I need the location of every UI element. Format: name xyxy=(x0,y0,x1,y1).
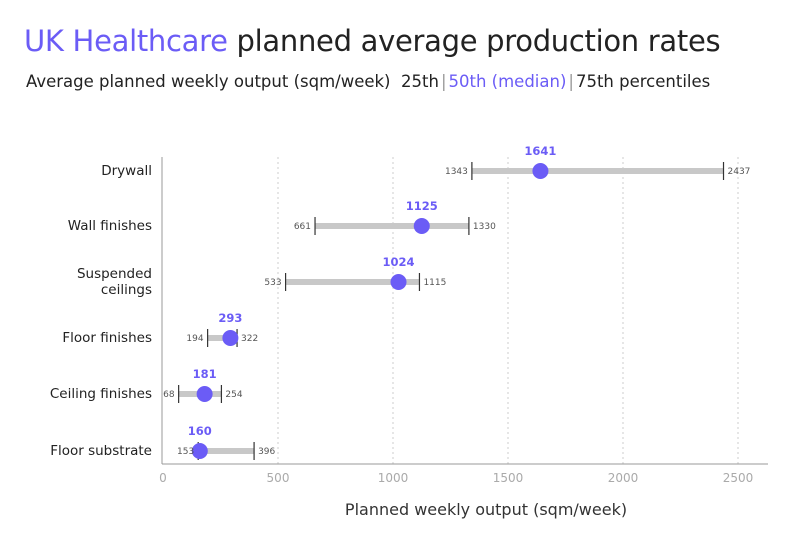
p75-value-label: 1115 xyxy=(423,278,446,288)
p25-value-label: 153 xyxy=(177,447,194,457)
median-dot xyxy=(196,386,213,402)
category-label: Suspended ceilings xyxy=(77,266,152,298)
x-tick-label: 2000 xyxy=(608,471,639,485)
chart-title-rest: planned average production rates xyxy=(227,24,721,58)
category-label: Drywall xyxy=(101,163,152,179)
x-tick-label: 500 xyxy=(267,471,290,485)
x-tick-label: 1500 xyxy=(493,471,524,485)
p75-value-label: 254 xyxy=(225,390,242,400)
p75-value-label: 2437 xyxy=(728,167,751,177)
p25-value-label: 661 xyxy=(294,222,311,232)
p25-value-label: 68 xyxy=(163,390,175,400)
subtitle-p25: 25th xyxy=(401,72,439,91)
x-axis-title: Planned weekly output (sqm/week) xyxy=(345,500,627,519)
median-value-label: 1125 xyxy=(406,199,438,213)
median-value-label: 1024 xyxy=(383,255,415,269)
median-dot xyxy=(222,330,239,346)
x-tick-label: 2500 xyxy=(723,471,754,485)
median-value-label: 1641 xyxy=(524,144,556,158)
chart-title: UK Healthcare planned average production… xyxy=(24,24,721,58)
p25-value-label: 194 xyxy=(186,334,203,344)
median-dot xyxy=(191,443,208,459)
median-value-label: 181 xyxy=(193,367,217,381)
category-label: Ceiling finishes xyxy=(50,386,152,402)
chart-subtitle: Average planned weekly output (sqm/week)… xyxy=(26,72,710,91)
median-dot xyxy=(413,218,430,234)
subtitle-separator: | xyxy=(440,72,447,91)
subtitle-separator: | xyxy=(568,72,574,91)
p75-value-label: 1330 xyxy=(473,222,496,232)
category-label: Wall finishes xyxy=(68,218,152,234)
median-value-label: 160 xyxy=(188,424,212,438)
category-label: Floor substrate xyxy=(50,443,152,459)
median-dot xyxy=(390,274,407,290)
category-label-line: ceilings xyxy=(101,282,152,298)
category-label-line: Suspended xyxy=(77,266,152,282)
subtitle-p50: 50th (median) xyxy=(448,72,567,91)
category-label: Floor finishes xyxy=(62,330,152,346)
chart-title-accent: UK Healthcare xyxy=(24,24,228,58)
subtitle-main: Average planned weekly output (sqm/week) xyxy=(26,72,391,91)
x-tick-label: 0 xyxy=(159,471,167,485)
x-tick-label: 1000 xyxy=(378,471,409,485)
p75-value-label: 396 xyxy=(258,447,275,457)
p25-value-label: 533 xyxy=(264,278,281,288)
p75-value-label: 322 xyxy=(241,334,258,344)
p25-value-label: 1343 xyxy=(445,167,468,177)
median-dot xyxy=(532,163,549,179)
median-value-label: 293 xyxy=(218,311,242,325)
subtitle-p75: 75th percentiles xyxy=(575,72,711,91)
